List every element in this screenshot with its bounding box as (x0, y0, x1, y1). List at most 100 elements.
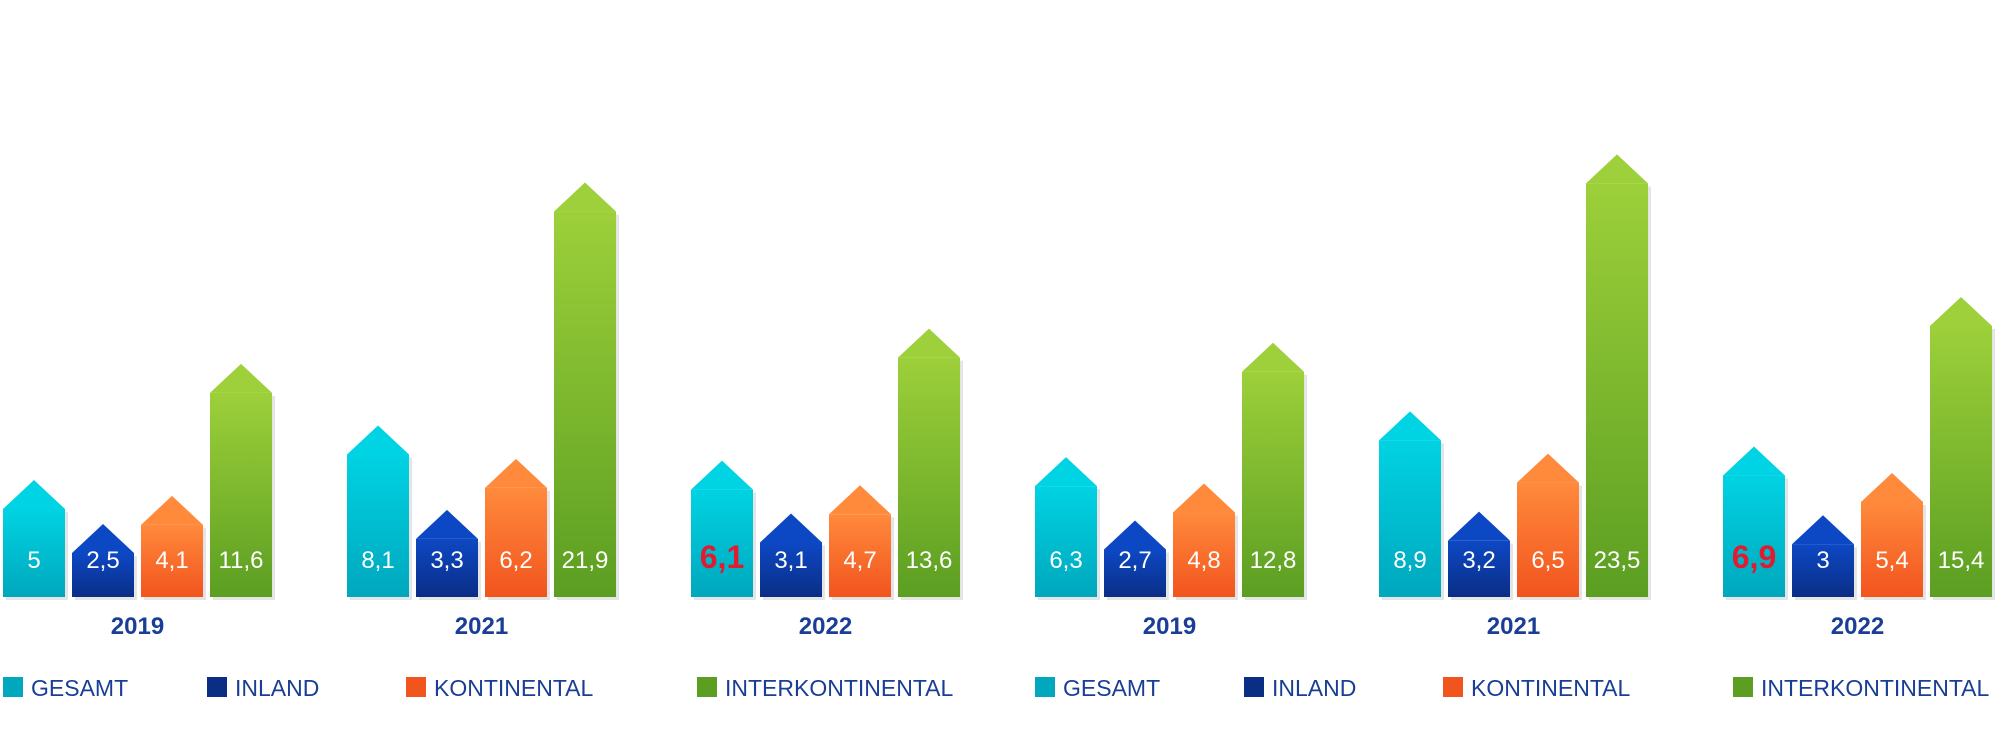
bar-arrow-cap (554, 182, 616, 212)
legend-item-inland: INLAND (207, 675, 319, 701)
value-label: 6,2 (499, 547, 532, 574)
bar-body (416, 538, 478, 597)
category-label: 2021 (455, 613, 508, 640)
legend-swatch (1733, 677, 1753, 697)
legend-swatch (1035, 677, 1055, 697)
legend-swatch (697, 677, 717, 697)
bar-arrow-cap (210, 363, 272, 393)
value-label: 4,8 (1187, 547, 1220, 574)
bar-inland-2022: 3 (1792, 515, 1857, 600)
bar-gesamt-2021: 8,1 (347, 425, 412, 600)
category-label: 2021 (1487, 613, 1540, 640)
bar-arrow-cap (3, 480, 65, 509)
bar-body (210, 392, 272, 597)
bar-arrow-cap (1517, 453, 1579, 483)
bar-arrow-cap (1930, 296, 1992, 326)
legend-swatch (1244, 677, 1264, 697)
bar-body (1517, 482, 1579, 597)
value-label: 4,1 (155, 547, 188, 574)
value-label: 11,6 (219, 547, 264, 574)
value-label: 5 (27, 547, 40, 574)
value-label: 3,2 (1462, 547, 1495, 574)
bar-arrow-cap (141, 495, 203, 525)
bar-kontinental-2022: 5,4 (1861, 472, 1926, 600)
value-label: 23,5 (1594, 547, 1641, 574)
bar-body (760, 542, 822, 597)
bar-arrow-cap (1861, 472, 1923, 502)
bar-body (3, 509, 65, 597)
legend-item-kontinental: KONTINENTAL (406, 675, 594, 701)
bar-arrow-cap (1586, 154, 1648, 184)
legend-item-kontinental: KONTINENTAL (1443, 675, 1631, 701)
bar-body (1173, 512, 1235, 597)
bar-inland-2019: 2,7 (1104, 520, 1169, 600)
bar-arrow-cap (898, 328, 960, 358)
bar-interkontinental-2022: 15,4 (1930, 296, 1995, 600)
bar-kontinental-2022: 4,7 (829, 485, 894, 600)
bar-arrow-cap (1242, 342, 1304, 372)
legend-swatch (207, 677, 227, 697)
value-label-highlighted: 6,9 (1732, 539, 1776, 575)
bar-interkontinental-2019: 11,6 (210, 363, 275, 600)
bars-layer: 5 2,5 4,1 11,6 8,1 3,3 6,2 21,9 6,1 3,1 4,7 13,6 6,3… (3, 154, 1995, 600)
bar-arrow-cap (485, 458, 547, 488)
bar-arrow-cap (1379, 411, 1441, 441)
bar-kontinental-2021: 6,2 (485, 458, 550, 600)
bar-gesamt-2022: 6,1 (691, 460, 756, 600)
bar-gesamt-2021: 8,9 (1379, 411, 1444, 600)
legend-item-inland: INLAND (1244, 675, 1356, 701)
bar-arrow-cap (1792, 515, 1854, 545)
value-label: 8,9 (1393, 547, 1426, 574)
bar-arrow-cap (829, 485, 891, 515)
bar-body (141, 524, 203, 597)
value-label: 2,5 (86, 547, 119, 574)
bar-interkontinental-2021: 23,5 (1586, 154, 1651, 600)
legend-item-interkontinental: INTERKONTINENTAL (1733, 675, 1990, 701)
bar-body (898, 357, 960, 597)
legend-item-gesamt: GESAMT (3, 675, 128, 701)
category-labels-layer: 2019 2021 2022 2019 2021 2022 (111, 613, 1884, 640)
bar-body (1242, 371, 1304, 597)
legend-swatch (406, 677, 426, 697)
legend-label: INLAND (235, 675, 319, 701)
value-label-highlighted: 6,1 (700, 539, 744, 575)
bar-arrow-cap (1173, 483, 1235, 513)
value-label: 15,4 (1938, 547, 1985, 574)
bar-body (1586, 183, 1648, 597)
legend-label: KONTINENTAL (434, 675, 594, 701)
bar-gesamt-2019: 6,3 (1035, 457, 1100, 600)
legend-label: GESAMT (31, 675, 128, 701)
value-label: 21,9 (562, 547, 609, 574)
category-label: 2019 (1143, 613, 1196, 640)
bar-body (1035, 486, 1097, 597)
value-label: 6,3 (1049, 547, 1082, 574)
legend-label: GESAMT (1063, 675, 1160, 701)
bar-body (347, 454, 409, 597)
bar-arrow-cap (1723, 446, 1785, 476)
bar-inland-2019: 2,5 (72, 524, 137, 600)
bar-interkontinental-2021: 21,9 (554, 182, 619, 600)
bar-body (485, 487, 547, 597)
bar-body (691, 489, 753, 597)
bar-body (1379, 440, 1441, 597)
bar-inland-2022: 3,1 (760, 513, 825, 600)
value-label: 3,3 (430, 547, 463, 574)
value-label: 13,6 (906, 547, 953, 574)
value-label: 8,1 (361, 547, 394, 574)
bar-body (1104, 549, 1166, 597)
bar-arrow-cap (416, 509, 478, 539)
legend-label: INTERKONTINENTAL (725, 675, 954, 701)
category-label: 2022 (1831, 613, 1884, 640)
bar-body (1930, 325, 1992, 597)
legend-item-interkontinental: INTERKONTINENTAL (697, 675, 954, 701)
bar-gesamt-2022: 6,9 (1723, 446, 1788, 600)
bar-arrow-cap (1448, 511, 1510, 541)
bar-arrow-cap (691, 460, 753, 490)
bar-body (1792, 544, 1854, 597)
legend-swatch (1443, 677, 1463, 697)
legend-label: KONTINENTAL (1471, 675, 1631, 701)
value-label: 3,1 (774, 547, 807, 574)
legend-item-gesamt: GESAMT (1035, 675, 1160, 701)
